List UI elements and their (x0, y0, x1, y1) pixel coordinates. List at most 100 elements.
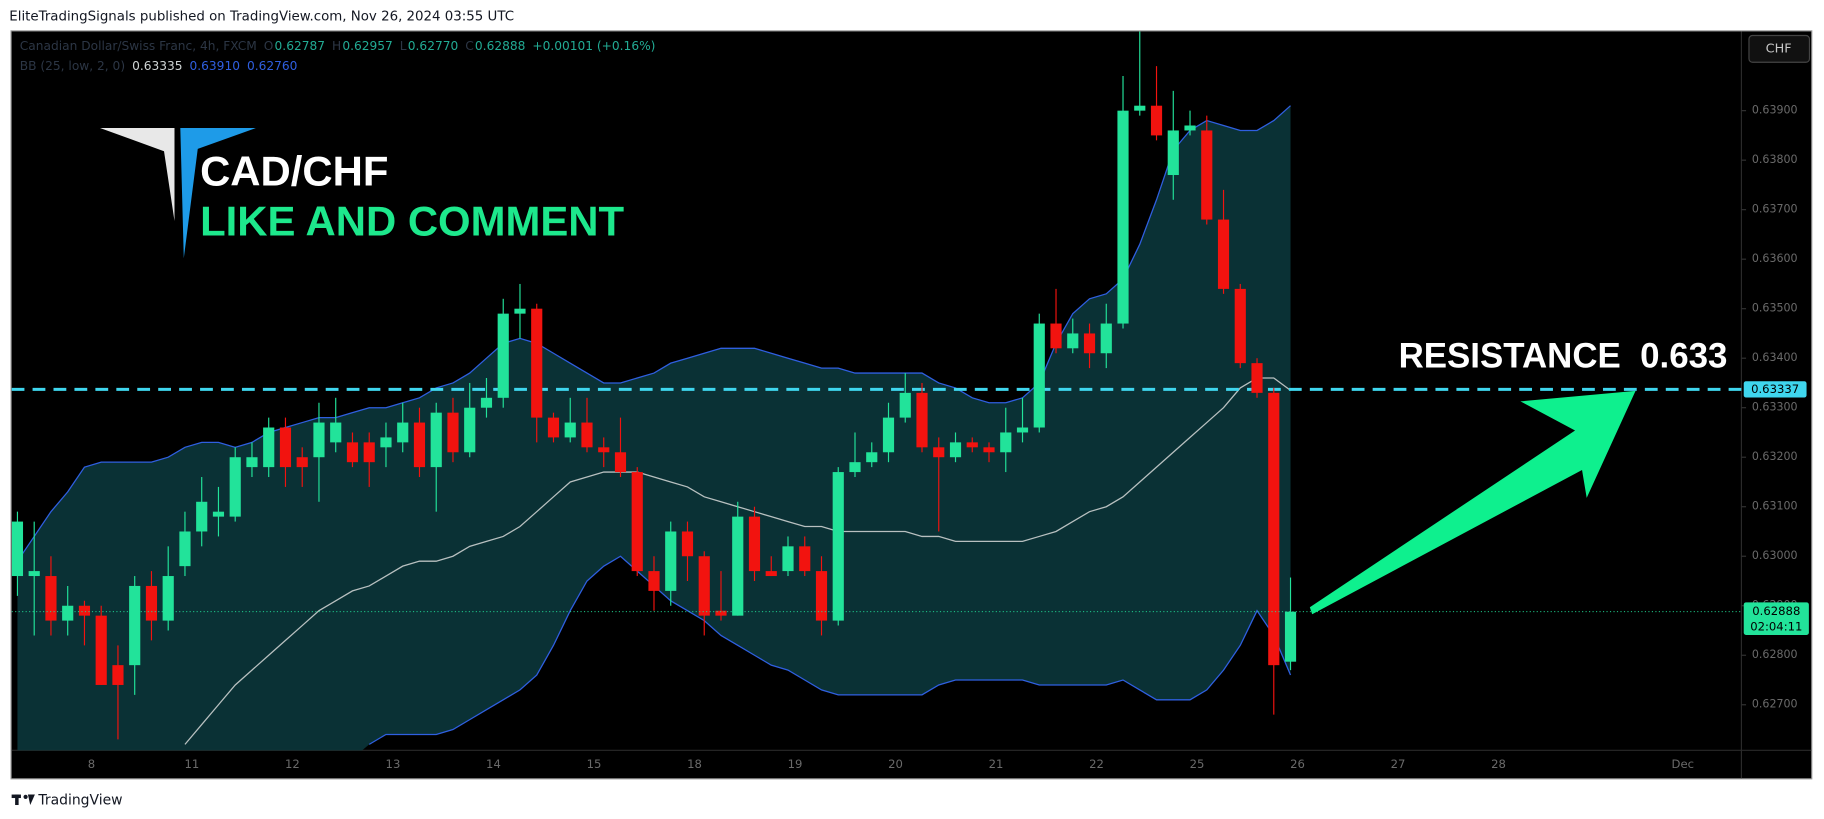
candle-body (45, 576, 57, 621)
candle-body (1251, 363, 1263, 393)
candle-body (1284, 611, 1297, 662)
bb-label: BB (25, low, 2, 0) (20, 59, 125, 73)
candle-body (430, 412, 442, 468)
y-tick-label: 0.63800 (1752, 153, 1798, 166)
candle-body (1150, 105, 1163, 136)
currency-button[interactable]: CHF (1748, 34, 1811, 63)
bb-value: 0.63910 (190, 59, 240, 73)
candle-body (1117, 110, 1129, 324)
candle-body (62, 605, 74, 621)
logo-blue (180, 127, 256, 259)
overlay: CAD/CHF LIKE AND COMMENT RESISTANCE 0.63… (20, 39, 1727, 615)
plot-area (11, 31, 1742, 751)
footer: TradingView (11, 792, 123, 808)
candle-body (1134, 105, 1146, 111)
currency-label[interactable]: CHF (1766, 41, 1792, 56)
x-tick-label: Dec (1672, 757, 1695, 771)
ohlc-value: 0.62888 (475, 39, 525, 53)
candle-body (1016, 427, 1029, 433)
symbol-name: Canadian Dollar/Swiss Franc, 4h, FXCM (20, 39, 257, 53)
last-price-label: 0.62888 (1752, 604, 1800, 618)
bb-lower (368, 555, 1292, 745)
candle-body (514, 308, 526, 314)
candle-body (1050, 323, 1062, 349)
candle-body (547, 417, 560, 438)
candle-body (78, 605, 91, 616)
x-tick-label: 19 (788, 757, 803, 771)
candle-body (665, 531, 677, 591)
footer-logo (27, 794, 35, 806)
bb-value: 0.63335 (132, 59, 182, 73)
candle-body (129, 585, 141, 666)
resistance-box (1743, 381, 1807, 398)
axes: 0.627000.628000.629000.630000.631000.632… (88, 104, 1809, 771)
candle-body (648, 571, 660, 591)
bb-upper (16, 105, 1291, 562)
ohlc-value: 0.62770 (408, 39, 458, 53)
y-tick-label: 0.63000 (1752, 549, 1798, 562)
y-tick-label: 0.63300 (1752, 401, 1798, 414)
ohlc-value: 0.62787 (275, 39, 325, 53)
x-tick-label: 13 (386, 757, 401, 771)
x-tick-label: 14 (486, 757, 501, 771)
candle-body (1201, 130, 1213, 220)
ohlc-key: O (264, 39, 274, 53)
candle-body (212, 511, 225, 517)
y-tick-label: 0.63900 (1752, 104, 1798, 117)
ohlc-key: C (465, 39, 474, 53)
currency-button-box[interactable] (1748, 34, 1811, 63)
x-tick-label: 11 (185, 757, 200, 771)
candle-body (1033, 323, 1045, 428)
candle-body (447, 412, 459, 453)
candle-body (363, 442, 375, 463)
band-fill (17, 105, 1291, 751)
candle-body (598, 447, 610, 453)
candle-body (815, 571, 828, 621)
x-tick-label: 8 (88, 757, 95, 771)
y-tick-label: 0.63700 (1752, 203, 1798, 216)
x-tick-label: 27 (1391, 757, 1406, 771)
footer-logo (23, 794, 28, 799)
candle-body (748, 516, 761, 572)
x-tick-label: 20 (888, 757, 903, 771)
candle-body (380, 437, 392, 448)
candle-body (145, 585, 158, 621)
call-to-action: LIKE AND COMMENT (200, 198, 624, 245)
x-tick-label: 28 (1491, 757, 1506, 771)
bb-value: 0.62760 (247, 59, 297, 73)
candle-body (480, 397, 493, 408)
candle-body (413, 422, 426, 468)
y-tick-label: 0.63600 (1752, 252, 1798, 265)
x-tick-label: 18 (687, 757, 702, 771)
candle-body (162, 576, 174, 621)
y-tick-label: 0.63500 (1752, 302, 1798, 315)
candle-body (631, 472, 643, 572)
candle-body (1217, 219, 1230, 289)
footer-logo (15, 794, 19, 806)
ohlc-key: L (400, 39, 407, 53)
candle-body (246, 457, 258, 468)
last-price-box (1743, 602, 1809, 635)
y-tick-label: 0.62700 (1752, 698, 1798, 711)
candle-body (464, 407, 476, 453)
candle-body (11, 521, 24, 577)
change-value: +0.00101 (+0.16%) (532, 39, 655, 53)
candle-body (564, 422, 576, 438)
candle-body (112, 665, 124, 685)
y-tick-label: 0.63100 (1752, 500, 1798, 513)
candle-body (882, 417, 895, 453)
candle-body (1184, 125, 1196, 131)
candle-body (832, 472, 844, 621)
candle-body (229, 457, 241, 517)
x-tick-label: 25 (1190, 757, 1205, 771)
candle-body (296, 457, 308, 468)
footer-brand: TradingView (37, 792, 122, 808)
countdown-label: 02:04:11 (1750, 619, 1802, 633)
candle-body (1268, 392, 1280, 666)
candle-body (1100, 323, 1112, 354)
candle-body (614, 452, 627, 473)
candle-body (715, 610, 727, 616)
candle-body (799, 546, 811, 572)
x-tick-label: 21 (989, 757, 1004, 771)
